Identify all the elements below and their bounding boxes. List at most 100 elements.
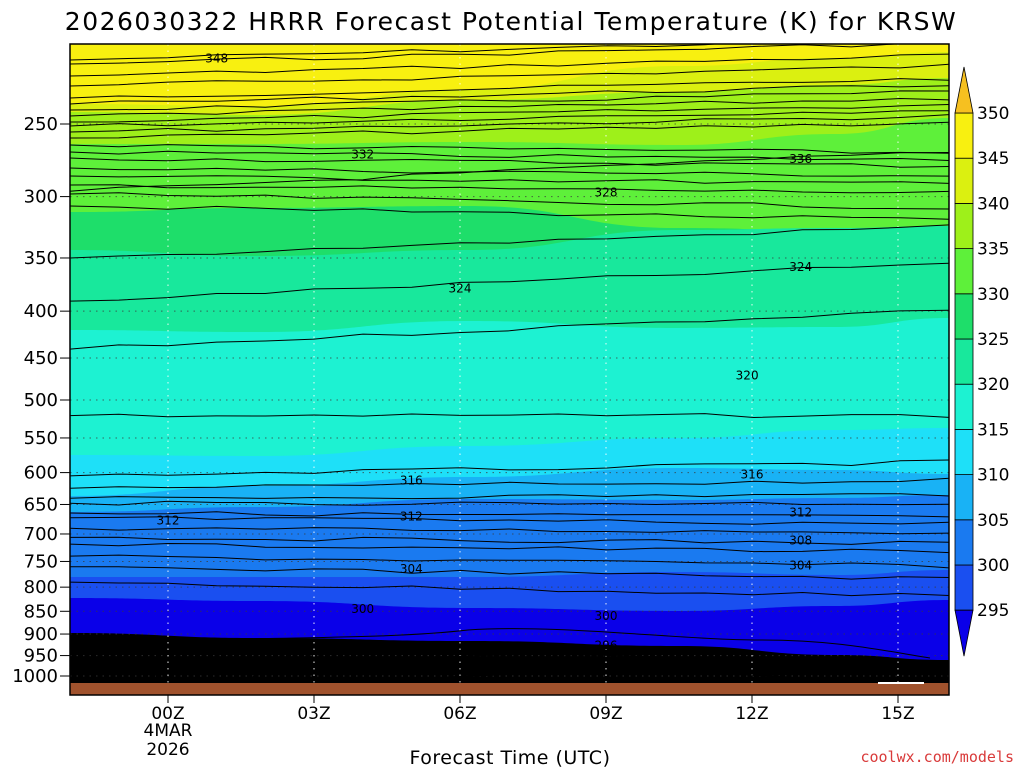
y-tick-label: 650 — [24, 494, 58, 515]
y-tick-label: 950 — [24, 646, 58, 667]
x-axis-title: Forecast Time (UTC) — [410, 747, 611, 768]
x-tick-label: 00Z — [151, 704, 184, 724]
isotherm-line — [70, 53, 949, 77]
isotherm-line — [70, 97, 949, 117]
y-tick-label: 500 — [24, 390, 58, 411]
isotherm-line — [70, 167, 949, 177]
contour-label: 348 — [205, 51, 228, 65]
credit-text: coolwx.com/models — [860, 748, 1014, 766]
contour-label: 312 — [157, 514, 180, 528]
contour-label: 300 — [595, 609, 618, 623]
ground-strip — [70, 683, 949, 695]
colorbar-label: 300 — [977, 556, 1009, 576]
colorbar-arrow-bottom — [954, 609, 974, 657]
y-tick-label: 450 — [24, 348, 58, 369]
y-tick-label: 350 — [24, 248, 58, 269]
x-tick-label: 15Z — [881, 704, 914, 724]
isotherm-line — [349, 672, 837, 684]
x-axis: 00Z 03Z 06Z 09Z 12Z 15Z — [151, 695, 915, 724]
isotherm-line — [70, 554, 949, 569]
colorbar-cell — [954, 248, 974, 295]
y-tick-label: 250 — [24, 114, 58, 135]
colorbar-cell — [954, 564, 974, 611]
isotherm-line — [70, 516, 949, 525]
contour-label: 296 — [595, 638, 618, 652]
x-tick-label: 03Z — [297, 704, 330, 724]
colorbar-label: 310 — [977, 466, 1009, 486]
y-tick-label: 600 — [24, 463, 58, 484]
date-year-label: 2026 — [146, 740, 189, 760]
colorbar-label: 350 — [977, 104, 1009, 124]
isotherm-line — [70, 44, 903, 65]
isotherm-line — [70, 157, 949, 168]
isotherm-line — [70, 114, 949, 133]
colorbar-cell — [954, 338, 974, 385]
isotherm-line — [70, 192, 949, 210]
colorbar-label: 295 — [977, 601, 1009, 621]
colorbar-cell — [954, 293, 974, 340]
isotherm-line — [70, 527, 949, 535]
colorbar-cell — [954, 202, 974, 249]
colorbar-cell — [954, 383, 974, 430]
y-tick-label: 900 — [24, 624, 58, 645]
isotherm-line — [70, 459, 949, 477]
isotherm-line — [70, 44, 722, 61]
x-tick-label: 12Z — [735, 704, 768, 724]
chart-title: 2026030322 HRRR Forecast Potential Tempe… — [65, 7, 957, 36]
contour-label: 308 — [789, 534, 812, 548]
plot-area: 348 332 336 328 324 324 320 316 316 312 312 312 308 3… — [70, 44, 949, 695]
y-tick-label: 300 — [24, 187, 58, 208]
y-tick-label: 1000 — [12, 666, 58, 687]
isotherm-line — [149, 628, 931, 684]
isotherm-line — [70, 85, 949, 105]
isotherm-line — [70, 536, 949, 545]
contour-label: 320 — [736, 368, 759, 382]
isotherm-line — [70, 581, 949, 597]
isotherm-line — [70, 205, 949, 220]
colorbar-label: 315 — [977, 420, 1009, 440]
y-tick-label: 800 — [24, 577, 58, 598]
isotherm-line — [239, 654, 919, 684]
isotherm-line — [70, 175, 949, 184]
isotherm-line — [70, 152, 949, 192]
x-tick-label: 09Z — [589, 704, 622, 724]
isotherm-line — [70, 566, 949, 580]
y-axis: 2503003504004505005506006507007508008509… — [12, 114, 70, 687]
colorbar-cell — [954, 157, 974, 204]
colorbar-label: 305 — [977, 511, 1009, 531]
isotherm-line — [70, 262, 949, 302]
isotherm-line — [70, 511, 949, 518]
colorbar-label: 345 — [977, 149, 1009, 169]
contour-label: 324 — [789, 260, 812, 274]
isotherm-line — [70, 493, 949, 500]
colorbar-cell — [954, 519, 974, 566]
colorbar-cell — [954, 428, 974, 475]
isotherm-line — [70, 110, 949, 127]
contour-label: 300 — [351, 602, 374, 616]
isotherm-line — [70, 104, 949, 123]
isotherm-line — [70, 413, 949, 419]
isotherm-line — [70, 477, 949, 489]
isotherm-line — [70, 542, 949, 554]
y-tick-label: 400 — [24, 301, 58, 322]
x-tick-label: 06Z — [443, 704, 476, 724]
contour-label: 312 — [400, 510, 423, 524]
colorbar-arrow-top — [954, 66, 974, 114]
isotherm-line — [70, 184, 949, 194]
contour-label: 316 — [400, 473, 423, 487]
colorbar-label: 335 — [977, 240, 1009, 260]
contour-label: 336 — [789, 152, 812, 166]
isotherm-line — [70, 309, 949, 350]
isotherm-line — [70, 121, 949, 139]
date-day-label: 4MAR — [144, 721, 193, 741]
plot-frame — [69, 43, 950, 696]
isotherm-line — [70, 144, 949, 154]
contour-label: 332 — [351, 148, 374, 162]
isotherm-line — [70, 500, 949, 506]
colorbar-label: 340 — [977, 194, 1009, 214]
isotherm-line — [70, 63, 949, 87]
contour-label: 328 — [595, 186, 618, 200]
contour-label: 304 — [400, 562, 423, 576]
contour-lines — [70, 44, 949, 684]
